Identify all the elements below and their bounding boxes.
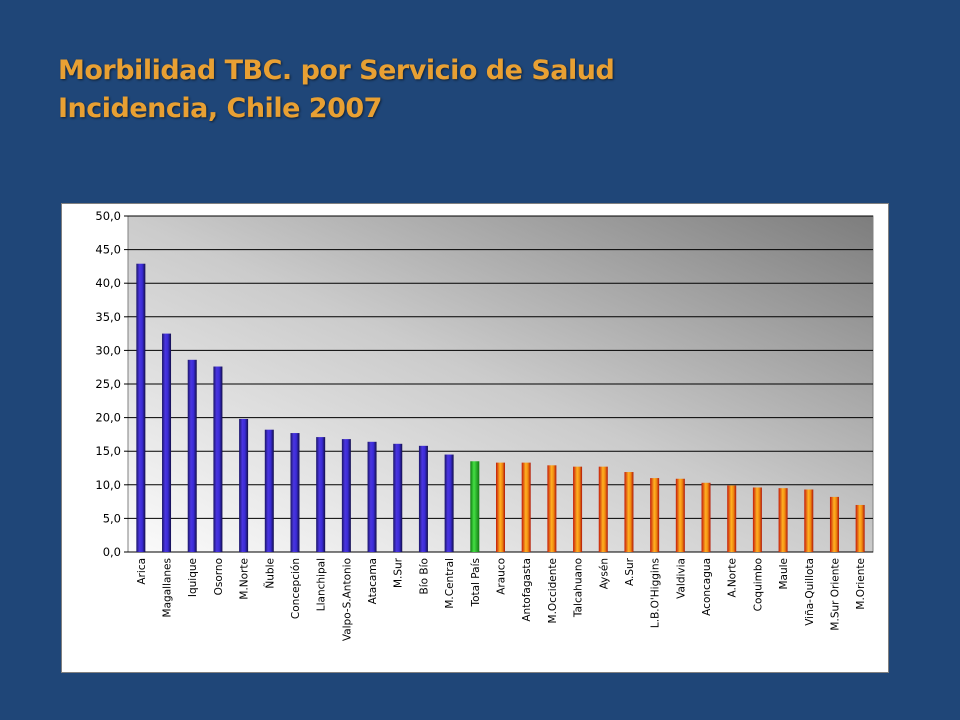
x-tick-label: M.Norte bbox=[239, 558, 251, 600]
x-tick-label: Aysén bbox=[598, 558, 610, 589]
y-tick-label: 50,0 bbox=[95, 209, 121, 223]
x-tick-label: Ñuble bbox=[263, 558, 276, 589]
bar-7 bbox=[316, 437, 326, 552]
bar-2 bbox=[187, 359, 197, 552]
y-tick-label: 25,0 bbox=[95, 377, 121, 391]
x-tick-label: Valpo-S.Antonio bbox=[341, 558, 353, 641]
x-tick-label: M.Central bbox=[444, 558, 456, 609]
title-line-2: Incidencia, Chile 2007 bbox=[58, 93, 382, 124]
y-tick-label: 0,0 bbox=[103, 545, 121, 559]
bar-17 bbox=[573, 466, 583, 552]
bar-3 bbox=[213, 366, 223, 552]
y-tick-label: 15,0 bbox=[95, 444, 121, 458]
x-tick-label: M.Sur Oriente bbox=[829, 558, 841, 631]
bar-28 bbox=[855, 504, 865, 552]
x-tick-label: A.Norte bbox=[727, 558, 739, 598]
y-tick-label: 30,0 bbox=[95, 343, 121, 357]
bar-5 bbox=[264, 429, 274, 552]
bar-10 bbox=[393, 443, 403, 552]
x-tick-label: Viña-Quillota bbox=[804, 558, 816, 626]
x-tick-label: Atacama bbox=[367, 558, 379, 604]
y-tick-label: 40,0 bbox=[95, 276, 121, 290]
bar-24 bbox=[752, 487, 762, 552]
y-tick-label: 5,0 bbox=[103, 511, 121, 525]
bar-26 bbox=[804, 489, 814, 552]
bar-9 bbox=[367, 441, 377, 552]
x-tick-label: Valdivia bbox=[675, 558, 687, 599]
bar-11 bbox=[418, 445, 428, 552]
bar-15 bbox=[521, 462, 531, 552]
x-tick-label: Talcahuano bbox=[573, 558, 585, 618]
x-tick-label: Iquique bbox=[187, 558, 199, 597]
bar-22 bbox=[701, 482, 711, 552]
bar-8 bbox=[341, 439, 351, 552]
bar-18 bbox=[598, 466, 608, 552]
bar-16 bbox=[547, 465, 557, 552]
page-title: Morbilidad TBC. por Servicio de Salud In… bbox=[58, 52, 615, 128]
x-tick-label: Total País bbox=[470, 558, 482, 608]
x-tick-label: L.B.O'Higgins bbox=[650, 558, 662, 628]
x-tick-label: Arica bbox=[136, 558, 148, 585]
x-tick-label: Osorno bbox=[213, 558, 225, 595]
y-tick-label: 45,0 bbox=[95, 243, 121, 257]
bar-12 bbox=[444, 454, 454, 552]
y-tick-label: 20,0 bbox=[95, 411, 121, 425]
x-tick-label: Coquimbo bbox=[752, 558, 764, 611]
chart-frame: 0,0 5,0 10,0 15,0 20,0 25,0 30,0 35,0 40,0 45,0 50… bbox=[61, 203, 889, 673]
x-tick-label: Bío Bío bbox=[418, 558, 430, 594]
bar-6 bbox=[290, 433, 300, 552]
title-line-1: Morbilidad TBC. por Servicio de Salud bbox=[58, 55, 615, 86]
bar-25 bbox=[778, 488, 788, 552]
bar-27 bbox=[829, 496, 839, 552]
x-tick-label: Aconcagua bbox=[701, 558, 713, 616]
y-tick-label: 10,0 bbox=[95, 478, 121, 492]
x-tick-label: M.Sur bbox=[393, 557, 405, 588]
bar-0 bbox=[136, 263, 146, 552]
x-tick-label: Magallanes bbox=[162, 558, 174, 617]
x-tick-label: M.Occidente bbox=[547, 558, 559, 623]
bar-chart: 0,0 5,0 10,0 15,0 20,0 25,0 30,0 35,0 40,0 45,0 50… bbox=[95, 209, 874, 641]
y-tick-label: 35,0 bbox=[95, 310, 121, 324]
bar-14 bbox=[496, 462, 505, 552]
bar-4 bbox=[239, 418, 249, 552]
x-tick-label: Llanchipal bbox=[316, 558, 328, 611]
x-tick-label: M.Oriente bbox=[855, 558, 867, 610]
x-tick-label: Antofagasta bbox=[521, 558, 533, 622]
bar-20 bbox=[650, 478, 660, 552]
bar-23 bbox=[727, 485, 737, 552]
x-tick-label: A.Sur bbox=[624, 557, 636, 586]
x-tick-label: Maule bbox=[778, 558, 790, 590]
bar-19 bbox=[624, 472, 634, 552]
x-tick-label: Arauco bbox=[496, 558, 508, 595]
bar-21 bbox=[675, 478, 685, 552]
bar-1 bbox=[162, 333, 172, 552]
x-tick-label: Concepción bbox=[290, 558, 302, 619]
bar-13 bbox=[470, 461, 480, 552]
